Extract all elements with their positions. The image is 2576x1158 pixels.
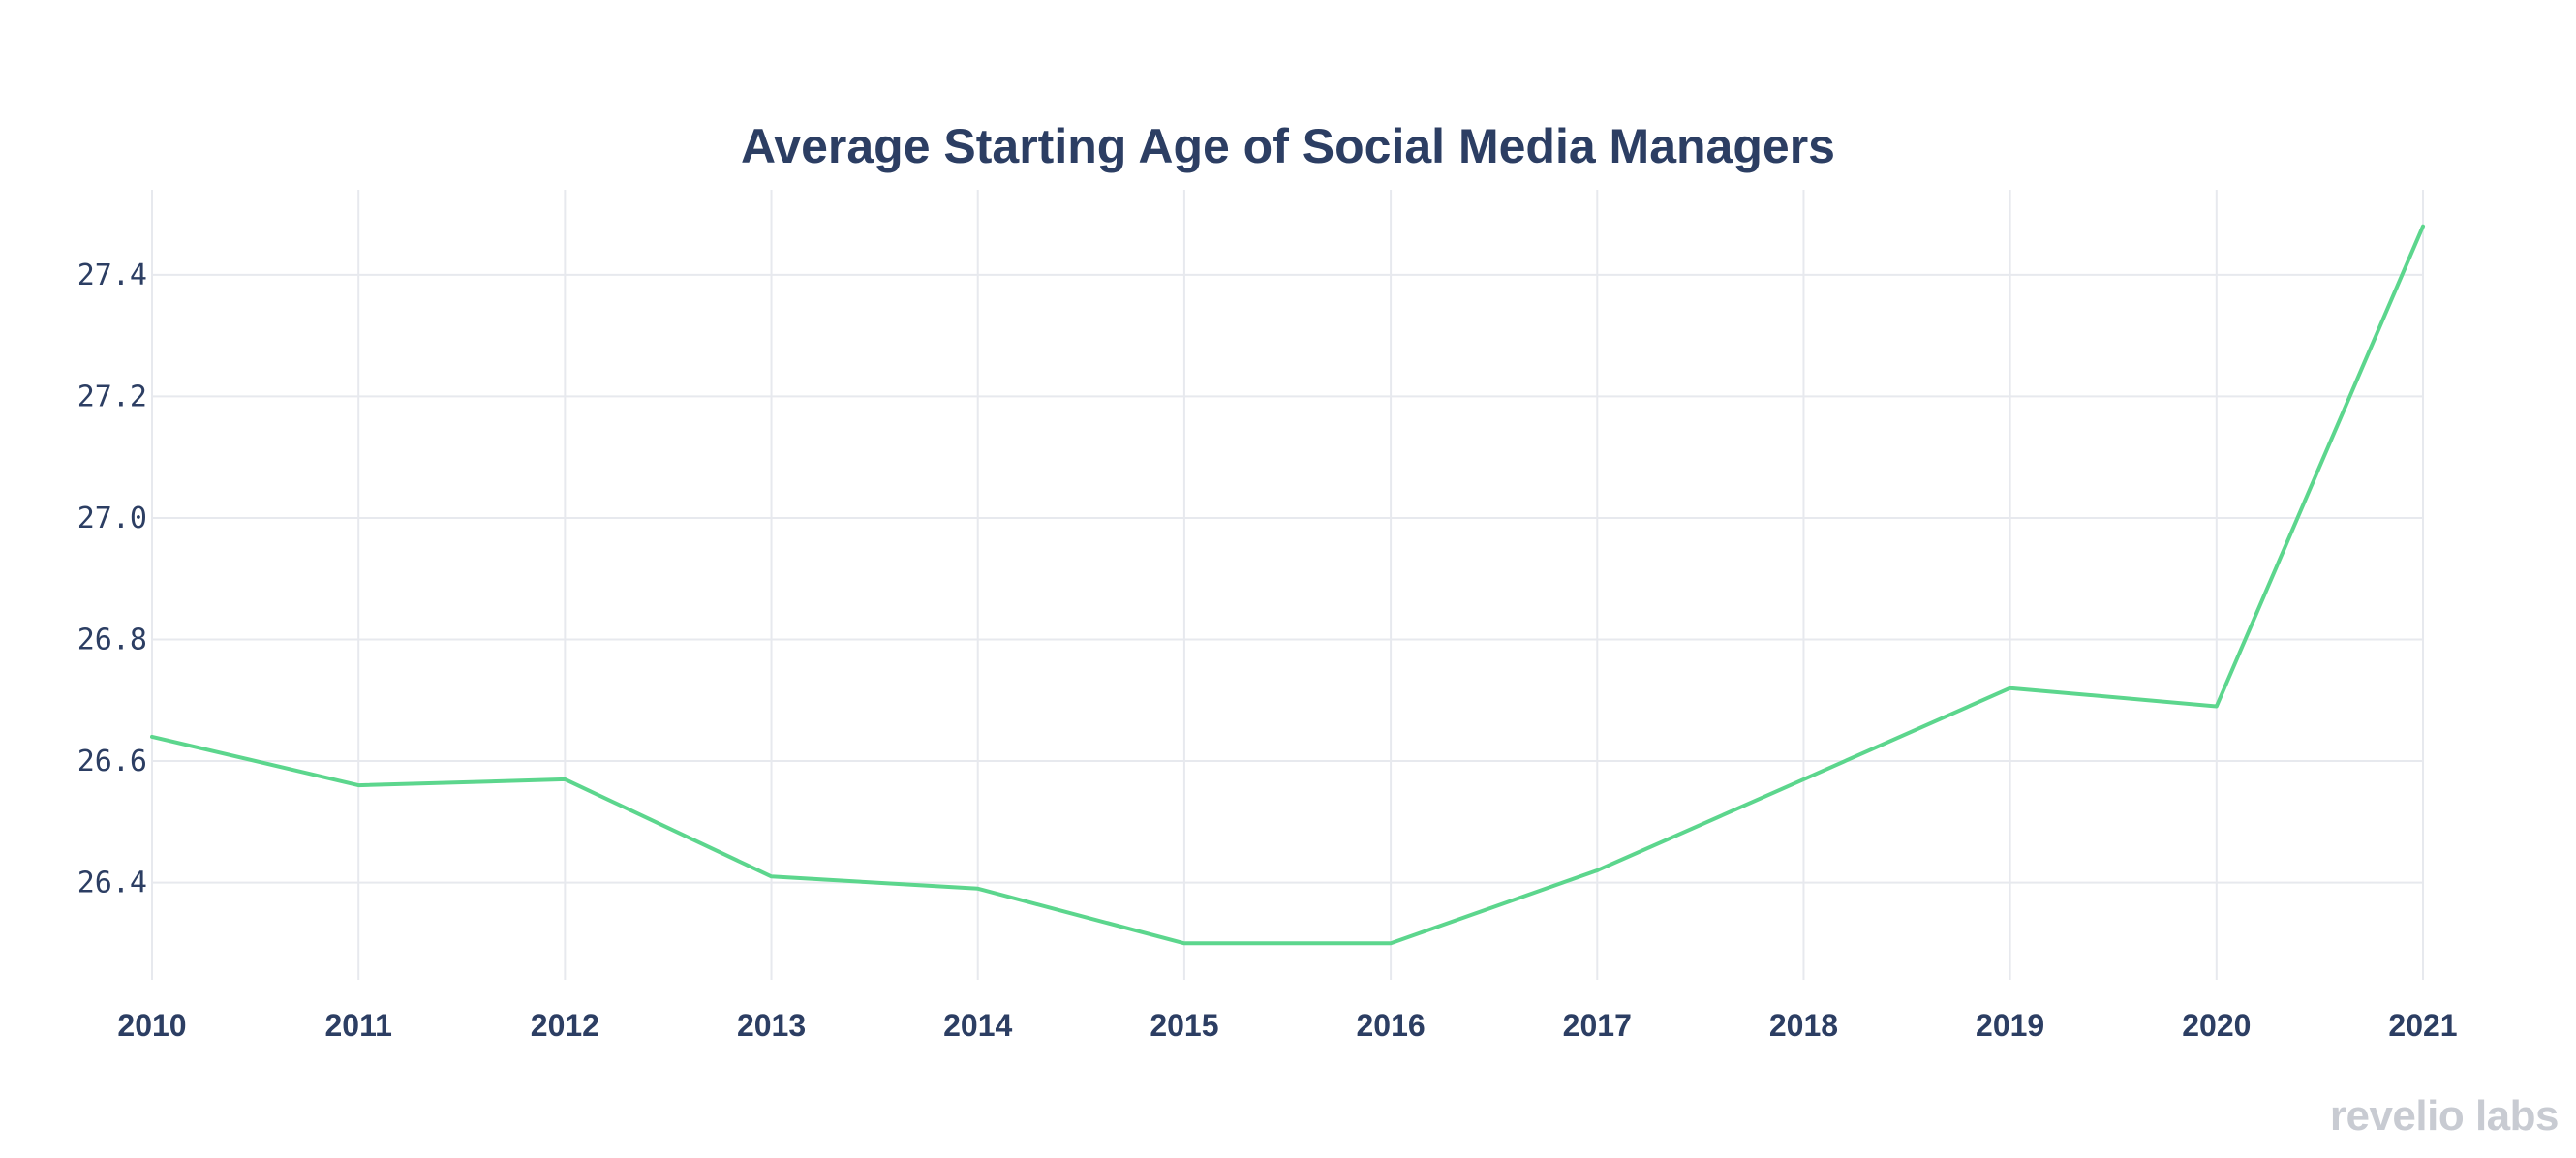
gridlines (151, 190, 2424, 980)
y-tick-label: 27.4 (77, 259, 147, 292)
x-tick-label: 2018 (1769, 1008, 1838, 1043)
y-tick-label: 26.8 (77, 623, 147, 656)
chart-title: Average Starting Age of Social Media Man… (741, 119, 1835, 173)
x-tick-label: 2014 (943, 1008, 1012, 1043)
y-axis-ticks: 26.4 26.6 26.8 27.0 27.2 27.4 (77, 259, 147, 900)
series-line-0 (150, 224, 2425, 946)
x-tick-label: 2021 (2388, 1008, 2457, 1043)
x-tick-label: 2015 (1150, 1008, 1218, 1043)
x-tick-label: 2010 (117, 1008, 186, 1043)
x-tick-label: 2016 (1356, 1008, 1425, 1043)
x-tick-label: 2017 (1563, 1008, 1632, 1043)
series-layer (150, 224, 2425, 946)
y-tick-label: 27.0 (77, 502, 147, 535)
revelio-labs-watermark: revelio labs (2329, 1092, 2560, 1140)
x-axis-ticks: 2010 2011 2012 2013 2014 2015 2016 2017 2018 2019… (117, 1008, 2457, 1043)
y-tick-label: 26.6 (77, 745, 147, 778)
x-tick-label: 2011 (324, 1008, 391, 1043)
x-tick-label: 2013 (737, 1008, 806, 1043)
y-tick-label: 26.4 (77, 867, 147, 900)
y-tick-label: 27.2 (77, 380, 147, 413)
x-tick-label: 2012 (531, 1008, 599, 1043)
x-tick-label: 2019 (1976, 1008, 2044, 1043)
x-tick-label: 2020 (2182, 1008, 2251, 1043)
